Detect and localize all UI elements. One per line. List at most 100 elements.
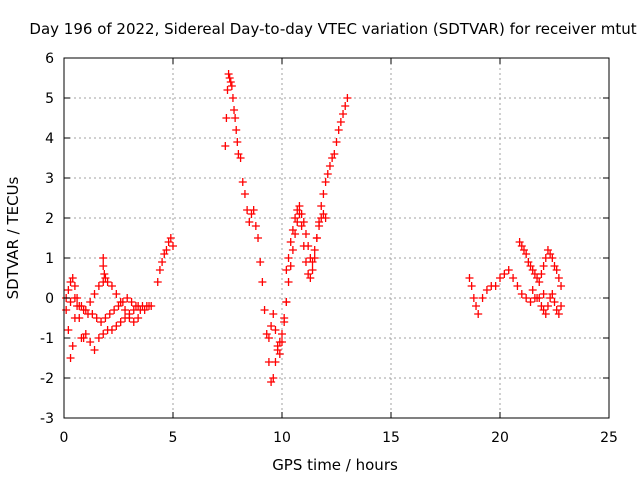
data-point [221,142,230,150]
data-point [64,286,73,294]
data-point [256,258,265,266]
series-sat-h [282,202,330,274]
data-point [526,298,535,306]
data-point [533,294,542,302]
data-point [118,298,127,306]
data-point [75,314,84,322]
data-point [134,314,143,322]
data-point [100,270,109,278]
data-point [284,254,293,262]
data-point [116,318,125,326]
series-sat-i [332,94,352,146]
series-sat-f [221,70,291,386]
data-point [99,330,108,338]
series-sat-e [153,234,177,286]
data-point [271,358,280,366]
series-sat-j [465,266,548,318]
data-layer [62,70,566,386]
data-point [105,310,114,318]
data-point [127,298,136,306]
data-point [88,310,97,318]
data-point [319,190,328,198]
data-point [548,290,557,298]
x-tick-label: 25 [600,430,618,446]
data-point [232,126,241,134]
data-point [66,298,75,306]
data-point [280,318,289,326]
data-point [267,322,276,330]
grid-layer [64,58,609,418]
data-point [107,282,116,290]
data-point [125,314,134,322]
x-tick-label: 15 [382,430,400,446]
x-axis-label: GPS time / hours [272,456,398,474]
data-point [304,242,313,250]
y-tick-label: 5 [45,91,54,107]
data-point [114,302,123,310]
data-point [155,266,164,274]
data-point [288,246,297,254]
y-tick-label: 4 [45,131,54,147]
data-point [90,346,99,354]
data-point [68,274,77,282]
data-point [275,350,284,358]
data-point [62,306,71,314]
data-point [299,218,308,226]
x-tick-label: 5 [169,430,178,446]
data-point [64,326,73,334]
data-point [522,294,531,302]
data-point [500,270,509,278]
data-point [233,138,242,146]
data-point [482,286,491,294]
data-point [467,282,476,290]
data-point [92,314,101,322]
data-point [81,330,90,338]
data-point [472,302,481,310]
data-point [301,230,310,238]
series-sat-g [264,150,339,358]
data-point [66,354,75,362]
data-point [288,226,297,234]
y-tick-label: 3 [45,171,54,187]
y-axis-label: SDTVAR / TECUs [4,176,22,299]
data-point [99,254,108,262]
data-point [543,302,552,310]
data-point [278,338,286,346]
data-point [231,114,240,122]
data-point [509,274,518,282]
data-point [110,306,119,314]
data-point [557,302,566,310]
data-point [321,214,330,222]
data-point [230,106,239,114]
data-point [86,338,95,346]
data-point [323,170,332,178]
data-point [112,290,121,298]
data-point [513,282,522,290]
data-point [162,246,171,254]
data-point [496,274,504,282]
data-point [554,310,563,318]
data-point [264,334,273,342]
data-point [90,290,99,298]
data-point [308,266,317,274]
data-point [228,94,237,102]
data-point [557,282,566,290]
data-point [312,234,321,242]
data-point [94,334,103,342]
data-point [227,82,236,90]
data-point [278,330,286,338]
data-point [269,310,278,318]
data-point [123,294,132,302]
data-point [478,294,487,302]
data-point [145,302,154,310]
series-sat-a [62,302,156,362]
data-point [68,342,77,350]
data-point [107,326,116,334]
data-point [297,210,306,218]
data-point [310,246,319,254]
y-tick-label: 0 [45,291,54,307]
data-point [158,258,167,266]
data-point [522,250,531,258]
data-point [101,274,110,282]
